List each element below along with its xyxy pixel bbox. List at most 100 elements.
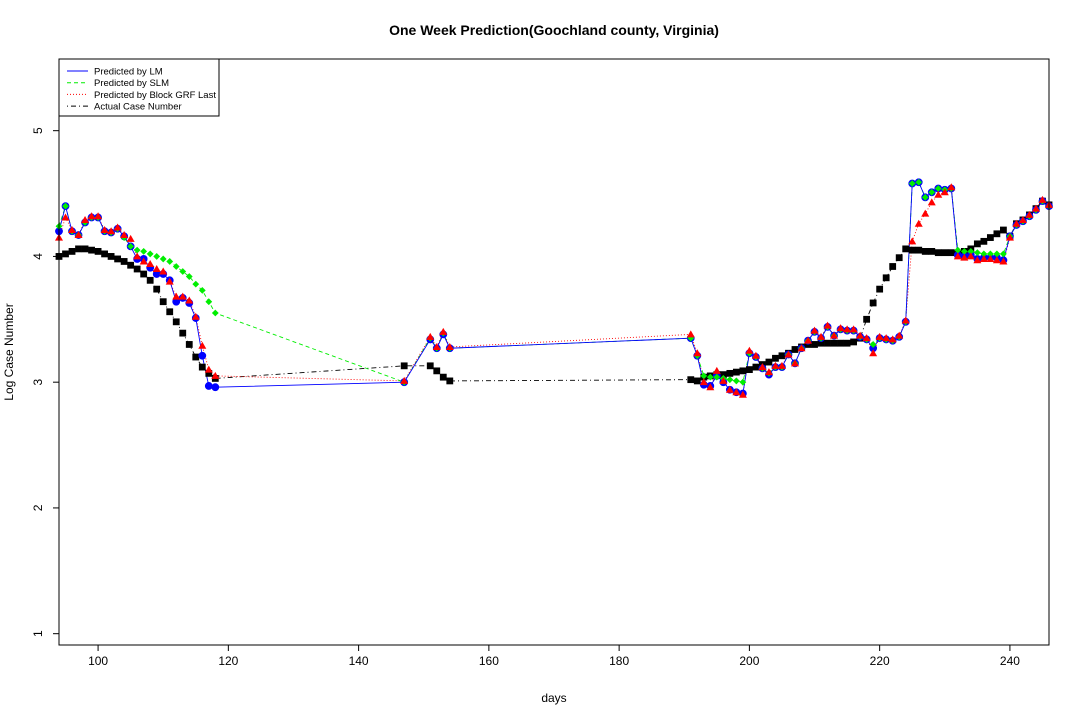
series-3-point xyxy=(68,247,76,255)
series-2-point xyxy=(686,330,695,338)
series-3-point xyxy=(726,369,734,377)
series-2-point xyxy=(126,234,135,242)
x-tick-label: 200 xyxy=(739,654,759,668)
series-2-point xyxy=(172,292,181,300)
series-3-point xyxy=(88,246,95,254)
series-1-point xyxy=(153,253,161,260)
series-line-1 xyxy=(58,181,1050,383)
series-3-point xyxy=(114,255,122,263)
y-tick-label: 1 xyxy=(31,630,45,637)
series-2-point xyxy=(81,215,90,223)
series-2-point xyxy=(973,256,982,264)
series-0-point xyxy=(204,382,213,390)
series-3-point xyxy=(980,237,988,245)
series-1-point xyxy=(198,286,206,294)
series-2-point xyxy=(152,265,161,273)
series-3-point xyxy=(687,376,695,384)
series-3-point xyxy=(127,261,135,269)
plot-frame xyxy=(58,58,1050,646)
series-0-point xyxy=(198,351,207,360)
series-3-point xyxy=(850,338,858,346)
series-2-point xyxy=(1031,204,1040,212)
series-2-point xyxy=(165,277,174,285)
series-2-point xyxy=(719,376,728,384)
series-1-point xyxy=(205,298,213,306)
series-3-point xyxy=(140,270,148,278)
series-3-point xyxy=(101,250,108,258)
series-2-point xyxy=(875,332,884,340)
series-2-point xyxy=(745,346,754,354)
series-1-point xyxy=(726,376,734,384)
series-2-point xyxy=(901,316,910,324)
series-1-point xyxy=(973,249,981,257)
series-1-point xyxy=(140,247,148,255)
series-2-point xyxy=(191,312,200,320)
series-1-point xyxy=(706,373,714,381)
series-3-point xyxy=(732,368,740,376)
series-3-point xyxy=(863,315,871,323)
series-2-point xyxy=(758,363,767,371)
series-2-point xyxy=(706,383,715,391)
series-2-point xyxy=(953,252,962,260)
series-1-point xyxy=(700,372,708,380)
series-2-point xyxy=(1005,233,1014,241)
series-1-point xyxy=(127,242,135,250)
series-1-point xyxy=(993,250,1001,258)
series-2-point xyxy=(895,331,904,339)
series-points-2 xyxy=(55,183,1053,398)
series-2-point xyxy=(74,231,83,239)
series-2-point xyxy=(1025,210,1034,218)
series-3-point xyxy=(446,377,454,385)
series-2-point xyxy=(979,254,988,262)
x-tick-label: 180 xyxy=(609,654,629,668)
series-3-point xyxy=(869,299,877,307)
series-3-point xyxy=(739,367,747,375)
series-1-point xyxy=(986,250,994,258)
series-3-point xyxy=(817,339,825,347)
series-3-point xyxy=(439,373,447,381)
legend-label-1: Predicted by SLM xyxy=(94,78,169,89)
series-3-point xyxy=(830,339,838,347)
series-2-point xyxy=(738,390,747,398)
series-3-point xyxy=(791,346,799,353)
series-3-point xyxy=(772,354,779,362)
series-3-point xyxy=(185,341,193,348)
series-2-point xyxy=(862,334,871,342)
series-2-point xyxy=(68,226,77,234)
series-2-point xyxy=(426,332,435,340)
series-1-point xyxy=(732,377,740,385)
series-2-point xyxy=(849,325,858,333)
series-3-point xyxy=(993,230,1001,238)
series-1-point xyxy=(62,202,69,210)
series-3-point xyxy=(205,369,213,377)
series-2-point xyxy=(712,366,721,374)
series-3-point xyxy=(433,367,441,375)
series-3-point xyxy=(94,247,102,255)
series-line-3 xyxy=(58,200,1050,382)
series-2-point xyxy=(784,350,793,358)
series-3-point xyxy=(973,240,981,248)
series-1-point xyxy=(921,193,929,201)
y-axis-label: Log Case Number xyxy=(2,303,16,400)
series-1-point xyxy=(934,185,942,192)
series-line-0 xyxy=(58,181,1050,395)
series-2-point xyxy=(139,257,148,265)
x-tick-label: 100 xyxy=(88,654,108,668)
x-tick-label: 160 xyxy=(479,654,499,668)
series-2-point xyxy=(934,190,943,198)
series-3-point xyxy=(107,253,115,260)
series-2-point xyxy=(836,324,845,332)
x-tick-label: 140 xyxy=(349,654,369,668)
series-3-point xyxy=(908,246,916,254)
series-2-point xyxy=(999,257,1008,265)
series-3-point xyxy=(876,285,884,293)
series-2-point xyxy=(856,331,865,339)
series-2-point xyxy=(960,253,969,261)
series-3-point xyxy=(928,247,936,255)
x-tick-label: 240 xyxy=(1000,654,1020,668)
series-2-point xyxy=(211,371,220,379)
series-3-point xyxy=(778,352,786,360)
series-3-point xyxy=(62,250,69,258)
